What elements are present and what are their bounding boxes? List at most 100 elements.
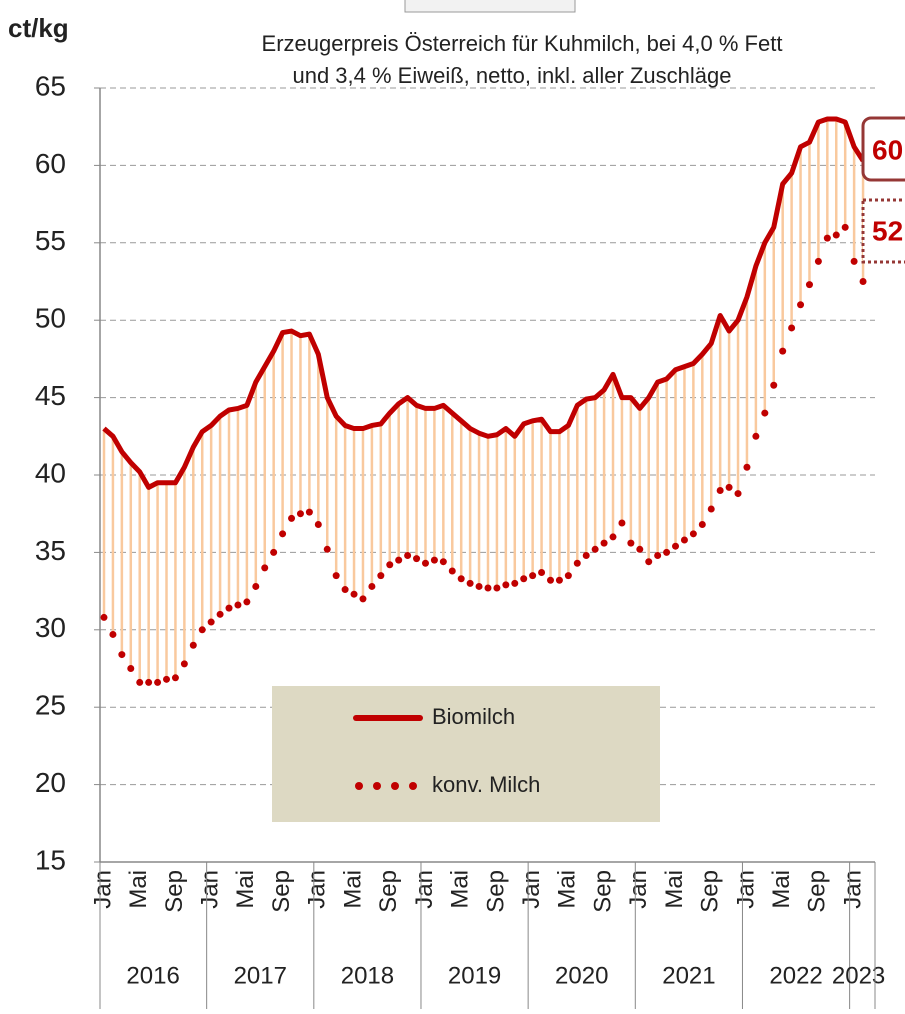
- konv-dot: [216, 610, 224, 618]
- konv-dot: [475, 582, 483, 590]
- konv-dot: [582, 551, 590, 559]
- konv-dot: [645, 558, 653, 566]
- konv-dot: [359, 595, 367, 603]
- konv-dot: [404, 551, 412, 559]
- year-label: 2016: [126, 962, 179, 989]
- end-label-box: [861, 198, 905, 264]
- x-tick-label: Sep: [268, 870, 295, 913]
- end-label-box: [861, 116, 905, 182]
- x-tick-label: Jan: [732, 870, 759, 909]
- konv-dot: [296, 510, 304, 518]
- konv-dot: [323, 545, 331, 553]
- konv-dot: [555, 576, 563, 584]
- konv-dot: [788, 324, 796, 332]
- x-tick-label: Mai: [125, 870, 152, 909]
- konv-dot: [413, 555, 421, 563]
- bio-line: [102, 116, 866, 490]
- konv-dot: [368, 582, 376, 590]
- konv-dot: [180, 660, 188, 668]
- year-label: 2022: [769, 962, 822, 989]
- chart-title: Erzeugerpreis Österreich für Kuhmilch, b…: [262, 31, 783, 56]
- year-label: 2020: [555, 962, 608, 989]
- konv-dot: [680, 536, 688, 544]
- legend-swatch: [391, 782, 399, 790]
- konv-dot: [163, 675, 171, 683]
- konv-dot: [734, 490, 742, 498]
- x-tick-label: Mai: [768, 870, 795, 909]
- y-tick-label: 20: [35, 767, 66, 798]
- x-tick-label: Mai: [339, 870, 366, 909]
- konv-dot: [198, 626, 206, 634]
- konv-dot: [547, 576, 554, 584]
- x-tick-label: Jan: [89, 870, 116, 909]
- konv-dot: [448, 567, 456, 575]
- konv-dot: [100, 613, 108, 621]
- konv-dot: [171, 674, 179, 682]
- year-label: 2021: [662, 962, 715, 989]
- konv-dot: [716, 486, 724, 494]
- konv-dot: [663, 548, 671, 556]
- konv-dot: [573, 559, 581, 567]
- konv-dot: [814, 257, 822, 265]
- konv-dot: [439, 558, 447, 566]
- x-tick-label: Mai: [554, 870, 581, 909]
- konv-dot: [832, 231, 840, 239]
- konv-dot: [225, 604, 233, 612]
- konv-dot: [332, 572, 340, 580]
- konv-dot: [127, 665, 135, 672]
- konv-dot: [743, 463, 751, 471]
- legend-swatch: [409, 782, 417, 790]
- konv-dot: [841, 223, 849, 231]
- end-label: 60: [872, 134, 903, 165]
- konv-dot: [672, 542, 680, 550]
- konv-dot: [421, 559, 429, 567]
- konv-dot: [805, 281, 813, 289]
- year-label: 2018: [341, 962, 394, 989]
- y-tick-label: 60: [35, 148, 66, 179]
- konv-dot: [752, 432, 760, 440]
- y-tick-label: 25: [35, 690, 66, 721]
- konv-dot: [564, 572, 572, 580]
- konv-dot: [636, 545, 644, 553]
- konv-dot: [511, 579, 519, 587]
- x-tick-label: Jan: [197, 870, 224, 909]
- y-tick-label: 45: [35, 380, 66, 411]
- konv-dot: [386, 561, 394, 569]
- year-label: 2023: [832, 962, 885, 989]
- konv-dot: [457, 575, 465, 583]
- konv-dot: [698, 521, 706, 529]
- x-tick-label: Sep: [161, 870, 188, 913]
- konv-dot: [779, 347, 787, 355]
- konv-dot: [654, 551, 662, 559]
- konv-dot: [591, 545, 599, 553]
- y-tick-label: 65: [35, 70, 66, 101]
- konv-dot: [154, 678, 162, 686]
- y-tick-label: 15: [35, 844, 66, 875]
- legend-swatch: [373, 782, 381, 790]
- konv-dot: [136, 678, 144, 686]
- konv-dot: [234, 601, 242, 609]
- y-tick-label: 30: [35, 612, 66, 643]
- year-label: 2019: [448, 962, 501, 989]
- konv-dot: [689, 530, 697, 538]
- konv-dot: [529, 572, 537, 580]
- x-tick-label: Mai: [447, 870, 474, 909]
- x-tick-label: Sep: [697, 870, 724, 913]
- x-tick-label: Sep: [482, 870, 509, 913]
- x-tick-label: Sep: [375, 870, 402, 913]
- konv-dot: [243, 598, 251, 606]
- konv-dot: [288, 514, 296, 522]
- konv-dot: [118, 651, 126, 659]
- legend-box: [272, 686, 660, 822]
- chart-subtitle: und 3,4 % Eiweiß, netto, inkl. aller Zus…: [292, 63, 731, 88]
- legend-swatch: [355, 782, 363, 790]
- konv-dot: [466, 579, 474, 587]
- konv-dot: [484, 584, 492, 592]
- konv-dot: [305, 508, 313, 516]
- x-tick-label: Mai: [232, 870, 259, 909]
- x-tick-label: Mai: [661, 870, 688, 909]
- konv-dot: [261, 564, 269, 572]
- toolbar-stub: [404, 0, 576, 13]
- konv-dot: [502, 581, 510, 589]
